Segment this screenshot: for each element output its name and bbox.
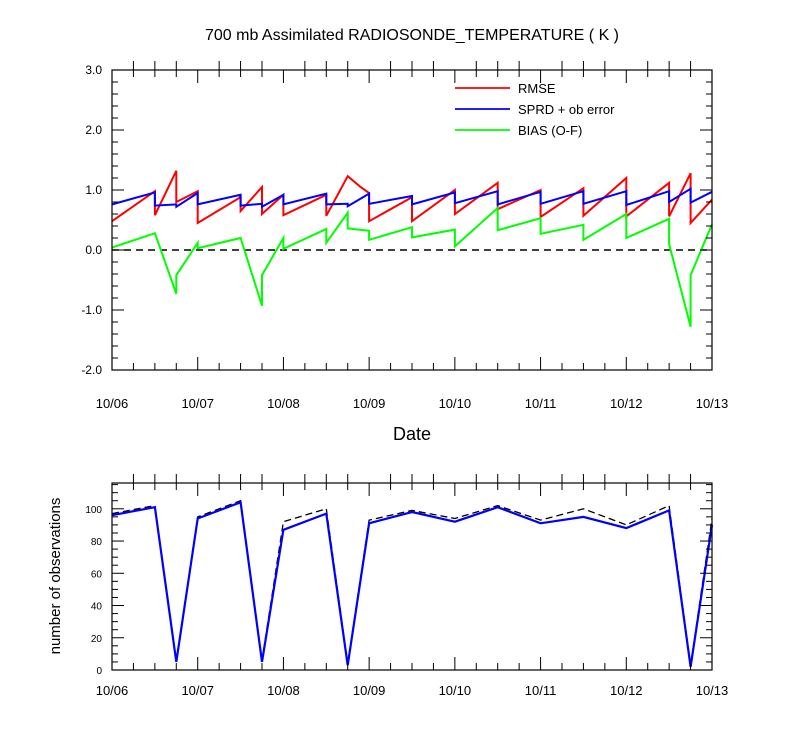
- bottom-series-line-possible: [111, 499, 713, 666]
- top-chart-title: 700 mb Assimilated RADIOSONDE_TEMPERATUR…: [205, 27, 619, 44]
- top-ytick-label: 1.0: [85, 183, 102, 197]
- top-series-line-rmse: [111, 170, 713, 226]
- bottom-xtick-label: 10/09: [353, 683, 386, 698]
- top-xtick-label: 10/11: [525, 396, 557, 411]
- top-chart: -2.0 -1.0 0.0 1.0 2.0 3.0 10/06 10/07 10/08 10/09…: [81, 61, 728, 411]
- top-xtick-label: 10/07: [181, 396, 214, 411]
- legend-label: BIAS (O-F): [518, 123, 582, 138]
- bottom-chart-ylabel: number of observations: [47, 498, 64, 655]
- bottom-ytick-label: 20: [91, 634, 103, 645]
- bottom-xtick-label: 10/08: [267, 683, 300, 698]
- bottom-xtick-label: 10/11: [525, 683, 557, 698]
- bottom-xtick-label: 10/12: [610, 683, 643, 698]
- legend-label: SPRD + ob error: [518, 102, 615, 117]
- bottom-ytick-label: 0: [96, 666, 102, 677]
- top-legend: RMSE SPRD + ob error BIAS (O-F): [455, 81, 615, 138]
- top-xtick-label: 10/13: [696, 396, 729, 411]
- top-ytick-label: -2.0: [81, 363, 102, 377]
- bottom-chart: 0 20 40 60 80 100 10/06 10/07 10/08 10/09 10/10 10/…: [85, 474, 728, 698]
- top-xtick-label: 10/08: [267, 396, 300, 411]
- top-chart-xlabel: Date: [393, 424, 431, 444]
- top-ytick-label: 0.0: [85, 243, 102, 257]
- bottom-xtick-label: 10/13: [696, 683, 729, 698]
- top-series-line-bias-o-f: [111, 205, 713, 328]
- top-series-line-sprd-ob-error: [111, 187, 713, 209]
- top-xtick-label: 10/10: [439, 396, 472, 411]
- bottom-ytick-label: 60: [91, 569, 103, 580]
- bottom-ytick-label: 80: [91, 537, 103, 548]
- bottom-xtick-label: 10/07: [181, 683, 214, 698]
- top-xtick-label: 10/06: [96, 396, 129, 411]
- top-ytick-label: -1.0: [81, 303, 102, 317]
- bottom-xtick-label: 10/06: [96, 683, 129, 698]
- legend-label: RMSE: [518, 81, 556, 96]
- bottom-ytick-label: 100: [85, 505, 102, 516]
- bottom-xtick-label: 10/10: [439, 683, 472, 698]
- top-xtick-label: 10/09: [353, 396, 386, 411]
- top-xtick-label: 10/12: [610, 396, 643, 411]
- top-ytick-label: 3.0: [85, 63, 102, 77]
- bottom-series-line-used: [111, 500, 714, 667]
- bottom-ytick-label: 40: [91, 602, 103, 613]
- top-ytick-label: 2.0: [85, 123, 102, 137]
